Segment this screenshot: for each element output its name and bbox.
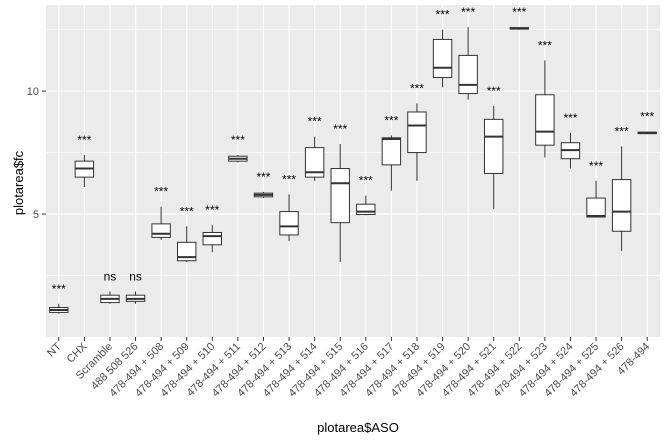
box — [432, 38, 453, 79]
significance-label: *** — [410, 81, 424, 95]
box — [458, 54, 478, 95]
box — [586, 197, 606, 218]
box — [356, 203, 376, 216]
box — [483, 118, 504, 174]
plot-panel — [46, 5, 660, 337]
significance-label: ns — [104, 270, 117, 284]
significance-label: *** — [461, 5, 475, 19]
box — [202, 231, 223, 246]
y-tick-label: 10 — [27, 86, 39, 98]
significance-label: *** — [538, 38, 552, 52]
significance-label: *** — [154, 185, 168, 199]
significance-label: *** — [640, 110, 654, 124]
box — [151, 223, 171, 238]
significance-label: *** — [589, 159, 603, 173]
x-axis-title: plotarea$ASO — [317, 420, 399, 435]
significance-label: *** — [384, 113, 398, 127]
significance-label: *** — [308, 115, 322, 129]
significance-label: *** — [52, 282, 66, 296]
significance-label: *** — [512, 5, 526, 19]
significance-label: *** — [282, 172, 296, 186]
box — [611, 179, 632, 232]
significance-label: *** — [231, 133, 245, 147]
significance-label: *** — [205, 203, 219, 217]
significance-label: *** — [333, 122, 347, 136]
box — [304, 147, 325, 178]
box — [381, 137, 402, 166]
significance-label: *** — [563, 111, 577, 125]
significance-label: *** — [615, 124, 629, 138]
significance-label: *** — [359, 174, 373, 188]
significance-label: *** — [487, 84, 501, 98]
significance-label: *** — [256, 170, 270, 184]
box — [279, 211, 299, 236]
box — [407, 111, 427, 154]
box — [330, 168, 350, 224]
x-tick-label: NT — [45, 340, 64, 359]
significance-label: *** — [180, 204, 194, 218]
y-axis-title: plotarea$fc — [11, 150, 26, 215]
box — [535, 94, 555, 146]
significance-label: ns — [129, 270, 142, 284]
significance-label: *** — [436, 8, 450, 22]
significance-label: *** — [77, 133, 91, 147]
y-tick-label: 5 — [33, 209, 39, 221]
